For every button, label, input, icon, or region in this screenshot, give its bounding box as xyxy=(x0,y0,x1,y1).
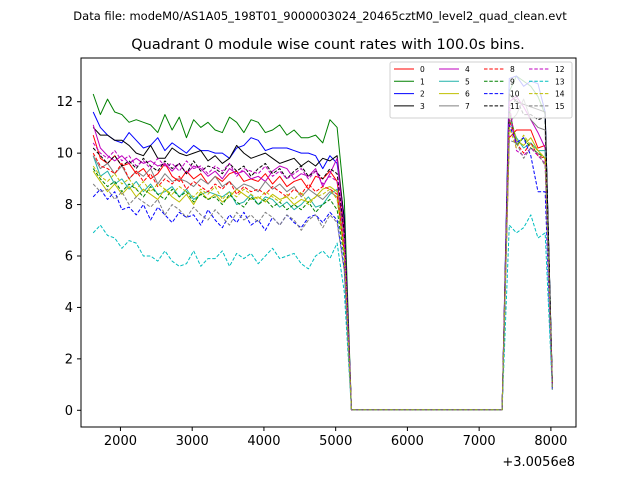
legend-label-7: 7 xyxy=(465,102,470,111)
x-tick-label: 5000 xyxy=(319,434,352,449)
x-tick-label: 2000 xyxy=(104,434,137,449)
x-tick-label: 3000 xyxy=(176,434,209,449)
y-tick-label: 8 xyxy=(65,198,73,213)
legend-label-3: 3 xyxy=(420,102,425,111)
chart-title: Quadrant 0 module wise count rates with … xyxy=(131,37,525,53)
legend-label-5: 5 xyxy=(465,77,470,86)
legend-label-14: 14 xyxy=(555,90,565,99)
y-tick-label: 6 xyxy=(65,250,73,265)
series-line-1 xyxy=(92,75,553,411)
series-line-8 xyxy=(92,119,553,411)
series-line-2 xyxy=(92,75,553,411)
legend-label-10: 10 xyxy=(510,90,520,99)
series-line-4 xyxy=(92,96,553,411)
legend-box xyxy=(389,61,573,119)
axes-frame xyxy=(80,57,577,428)
legend-label-0: 0 xyxy=(420,65,425,74)
y-tick-label: 0 xyxy=(65,404,73,419)
legend-label-9: 9 xyxy=(510,77,515,86)
y-tick-label: 4 xyxy=(65,301,73,316)
legend-label-1: 1 xyxy=(420,77,425,86)
x-tick-label: 8000 xyxy=(534,434,567,449)
series-line-12 xyxy=(92,103,553,411)
series-line-13 xyxy=(92,214,553,411)
x-offset-label: +3.0056e8 xyxy=(502,455,575,470)
legend-label-12: 12 xyxy=(555,65,565,74)
y-tick-label: 2 xyxy=(65,352,73,367)
x-tick-label: 7000 xyxy=(463,434,496,449)
x-tick-label: 6000 xyxy=(391,434,424,449)
legend-label-2: 2 xyxy=(420,90,425,99)
series-line-6 xyxy=(92,111,553,411)
legend-label-13: 13 xyxy=(555,77,565,86)
legend-label-6: 6 xyxy=(465,90,470,99)
x-tick-label: 4000 xyxy=(247,434,280,449)
y-tick-label: 10 xyxy=(56,147,73,162)
legend-label-8: 8 xyxy=(510,65,515,74)
legend-label-4: 4 xyxy=(465,65,470,74)
y-tick-label: 12 xyxy=(56,95,73,110)
series-line-5 xyxy=(92,119,553,411)
series-line-9 xyxy=(92,108,553,411)
chart-suptitle: Data file: modeM0/AS1A05_198T01_90000030… xyxy=(73,9,567,23)
legend-label-15: 15 xyxy=(555,102,565,111)
series-line-14 xyxy=(92,126,553,411)
series-line-0 xyxy=(92,129,553,411)
series-line-15 xyxy=(92,139,553,411)
legend-label-11: 11 xyxy=(510,102,520,111)
